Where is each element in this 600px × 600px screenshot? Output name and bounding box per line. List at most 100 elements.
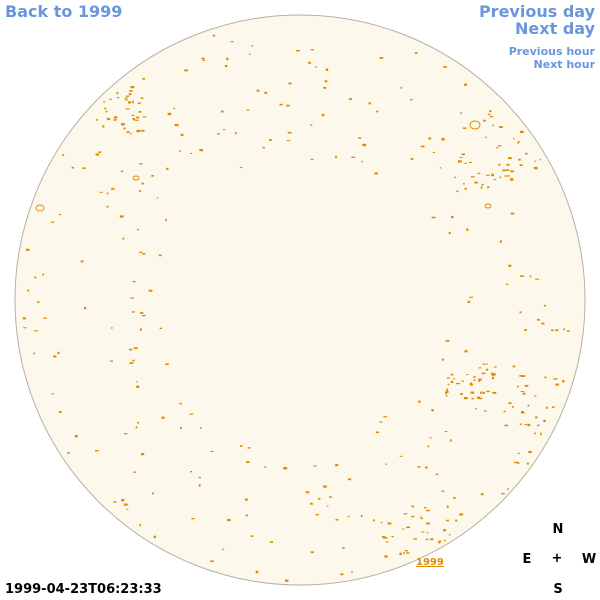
contour-speck (519, 375, 523, 377)
next-day-link[interactable]: Next day (515, 19, 595, 38)
contour-loop (35, 204, 45, 212)
contour-speck (264, 91, 268, 94)
contour-speck (439, 167, 442, 169)
contour-speck (139, 328, 142, 331)
contour-speck (429, 437, 432, 439)
compass-south: S (553, 582, 563, 597)
contour-speck (250, 535, 254, 537)
contour-speck (519, 311, 522, 314)
contour-speck (136, 381, 138, 383)
contour-speck (130, 86, 135, 89)
contour-speck (420, 517, 423, 520)
contour-speck (526, 462, 529, 465)
contour-speck (445, 519, 449, 522)
contour-speck (424, 507, 427, 509)
contour-speck (540, 432, 542, 436)
contour-speck (284, 579, 289, 582)
contour-speck (151, 175, 154, 177)
contour-speck (534, 432, 536, 435)
contour-speck (473, 376, 476, 378)
contour-speck (536, 318, 540, 321)
contour-speck (199, 149, 203, 152)
contour-speck (71, 166, 74, 169)
contour-speck (59, 410, 62, 413)
contour-speck (116, 97, 120, 99)
contour-speck (471, 397, 474, 400)
contour-speck (255, 570, 259, 574)
next-hour-link[interactable]: Next hour (533, 58, 596, 71)
contour-speck (263, 466, 267, 468)
contour-speck (116, 91, 119, 95)
contour-speck (74, 435, 78, 438)
contour-speck (385, 463, 388, 465)
contour-speck (190, 471, 193, 473)
contour-speck (406, 552, 410, 554)
previous-day-link[interactable]: Previous day (478, 2, 595, 21)
contour-speck (469, 383, 473, 386)
contour-speck (480, 493, 484, 496)
contour-speck (139, 190, 142, 192)
contour-speck (136, 228, 139, 231)
contour-speck (251, 45, 254, 47)
contour-speck (230, 41, 234, 43)
contour-speck (120, 170, 124, 173)
contour-speck (477, 396, 481, 399)
previous-hour-link[interactable]: Previous hour (508, 45, 595, 58)
contour-speck (376, 110, 379, 113)
contour-speck (324, 80, 328, 83)
contour-speck (96, 119, 98, 121)
contour-loop (469, 120, 481, 130)
contour-speck (376, 431, 380, 434)
contour-speck (240, 445, 243, 447)
year-link[interactable]: 1999 (416, 557, 444, 568)
contour-speck (315, 513, 319, 516)
contour-speck (121, 499, 125, 502)
contour-speck (453, 176, 456, 179)
contour-speck (478, 367, 482, 369)
contour-speck (480, 391, 483, 394)
contour-speck (529, 275, 532, 278)
contour-speck (503, 410, 506, 413)
contour-speck (262, 146, 265, 149)
contour-speck (132, 359, 135, 362)
contour-speck (456, 382, 460, 385)
contour-speck (287, 131, 292, 134)
contour-speck (106, 192, 109, 195)
contour-speck (494, 366, 497, 368)
contour-speck (464, 83, 468, 86)
contour-speck (537, 424, 540, 427)
contour-speck (200, 427, 202, 429)
contour-speck (517, 462, 520, 464)
contour-speck (563, 328, 565, 331)
contour-speck (414, 52, 418, 54)
contour-speck (335, 155, 337, 159)
contour-speck (142, 116, 147, 118)
contour-speck (201, 57, 205, 59)
contour-speck (520, 391, 525, 392)
contour-speck (184, 69, 188, 72)
contour-speck (178, 150, 181, 152)
contour-speck (305, 491, 310, 494)
contour-speck (248, 53, 251, 55)
contour-speck (269, 139, 272, 141)
contour-speck (167, 112, 172, 116)
contour-speck (27, 289, 30, 292)
contour-speck (469, 382, 472, 384)
contour-speck (245, 514, 249, 517)
contour-speck (504, 424, 508, 427)
contour-speck (387, 522, 392, 525)
contour-speck (443, 66, 447, 68)
back-to-year-link[interactable]: Back to 1999 (5, 2, 123, 21)
contour-speck (517, 385, 519, 388)
contour-speck (313, 465, 317, 467)
contour-speck (125, 108, 130, 110)
contour-speck (166, 167, 169, 170)
contour-speck (137, 102, 141, 104)
contour-speck (308, 61, 311, 64)
contour-speck (34, 330, 38, 332)
contour-speck (360, 514, 363, 518)
contour-speck (128, 101, 132, 104)
contour-speck (444, 431, 448, 433)
contour-speck (381, 536, 386, 538)
